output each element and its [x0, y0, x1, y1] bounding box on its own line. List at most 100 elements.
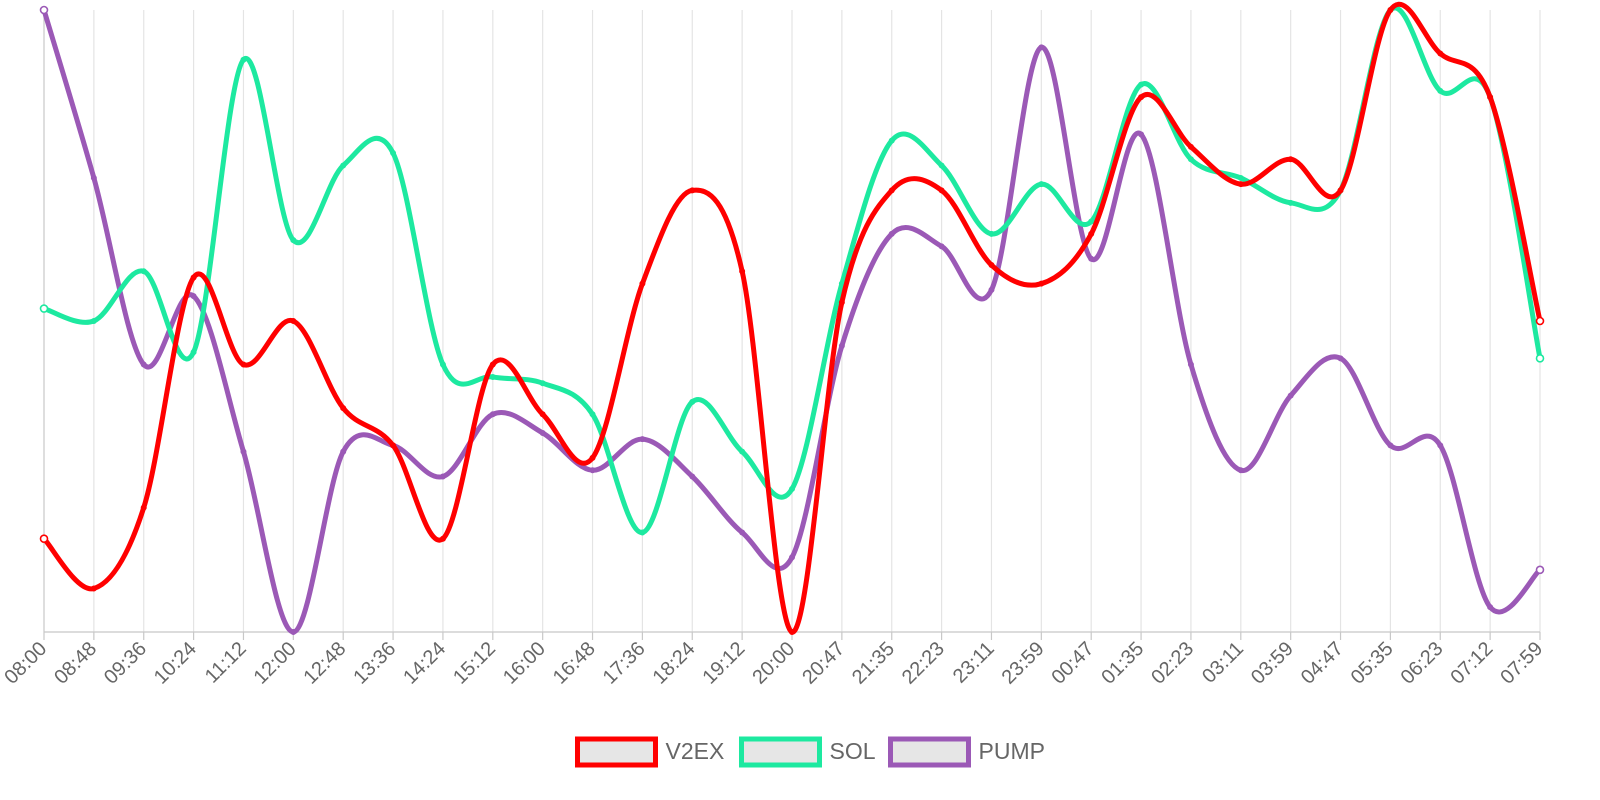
- data-point[interactable]: [39, 304, 49, 313]
- x-tick-label: 19:12: [698, 638, 749, 689]
- data-point[interactable]: [290, 237, 297, 244]
- data-point[interactable]: [439, 361, 446, 368]
- data-point[interactable]: [988, 230, 995, 237]
- data-point[interactable]: [539, 429, 546, 436]
- data-point[interactable]: [90, 585, 97, 592]
- data-point[interactable]: [1088, 255, 1095, 262]
- data-point[interactable]: [938, 162, 945, 169]
- data-point[interactable]: [1387, 442, 1394, 449]
- legend-item-pump[interactable]: PUMP: [888, 736, 1045, 768]
- data-point[interactable]: [290, 628, 297, 635]
- data-point[interactable]: [1138, 94, 1145, 101]
- data-point[interactable]: [1387, 7, 1394, 14]
- data-point[interactable]: [639, 529, 646, 536]
- x-tick-label: 16:48: [549, 638, 600, 689]
- data-point[interactable]: [489, 361, 496, 368]
- data-point[interactable]: [240, 448, 247, 455]
- data-point[interactable]: [1237, 181, 1244, 188]
- data-point[interactable]: [90, 174, 97, 181]
- legend-item-sol[interactable]: SOL: [739, 736, 876, 768]
- data-point[interactable]: [888, 230, 895, 237]
- data-point[interactable]: [1138, 131, 1145, 138]
- data-point[interactable]: [1437, 442, 1444, 449]
- data-point[interactable]: [739, 268, 746, 275]
- data-point[interactable]: [190, 349, 197, 356]
- data-point[interactable]: [1287, 199, 1294, 206]
- x-tick-label: 17:36: [599, 638, 650, 689]
- data-point[interactable]: [639, 436, 646, 443]
- data-point[interactable]: [788, 554, 795, 561]
- data-point[interactable]: [739, 448, 746, 455]
- data-point[interactable]: [1287, 392, 1294, 399]
- data-point[interactable]: [340, 405, 347, 412]
- data-point[interactable]: [838, 342, 845, 349]
- data-point[interactable]: [689, 473, 696, 480]
- data-point[interactable]: [1187, 361, 1194, 368]
- data-point[interactable]: [1487, 604, 1494, 611]
- data-point[interactable]: [988, 262, 995, 269]
- data-point[interactable]: [190, 274, 197, 281]
- data-point[interactable]: [938, 187, 945, 194]
- data-point[interactable]: [489, 373, 496, 380]
- data-point[interactable]: [240, 56, 247, 63]
- data-point[interactable]: [1038, 44, 1045, 51]
- data-point[interactable]: [39, 5, 49, 15]
- x-tick-label: 01:35: [1097, 638, 1148, 689]
- data-point[interactable]: [1038, 181, 1045, 188]
- data-point[interactable]: [1237, 174, 1244, 181]
- data-point[interactable]: [290, 317, 297, 324]
- data-point[interactable]: [439, 535, 446, 542]
- data-point[interactable]: [589, 411, 596, 418]
- data-point[interactable]: [1437, 50, 1444, 57]
- data-point[interactable]: [140, 268, 147, 275]
- data-point[interactable]: [390, 150, 397, 157]
- data-point[interactable]: [589, 454, 596, 461]
- data-point[interactable]: [838, 299, 845, 306]
- data-point[interactable]: [788, 628, 795, 635]
- data-point[interactable]: [140, 504, 147, 511]
- data-point[interactable]: [739, 529, 746, 536]
- data-point[interactable]: [539, 411, 546, 418]
- data-point[interactable]: [240, 361, 247, 368]
- data-point[interactable]: [988, 286, 995, 293]
- data-point[interactable]: [39, 534, 49, 544]
- data-point[interactable]: [1138, 81, 1145, 88]
- data-point[interactable]: [140, 361, 147, 368]
- data-point[interactable]: [1487, 94, 1494, 101]
- data-point[interactable]: [1287, 156, 1294, 163]
- data-point[interactable]: [1187, 143, 1194, 150]
- data-point[interactable]: [190, 293, 197, 300]
- legend[interactable]: V2EX SOL PUMP: [575, 736, 1045, 768]
- legend-swatch: [739, 736, 822, 768]
- data-point[interactable]: [340, 162, 347, 169]
- data-point[interactable]: [689, 398, 696, 405]
- data-point[interactable]: [938, 243, 945, 250]
- data-point[interactable]: [340, 448, 347, 455]
- x-tick-label: 04:47: [1297, 638, 1348, 689]
- data-point[interactable]: [1088, 218, 1095, 225]
- data-point[interactable]: [1187, 156, 1194, 163]
- data-point[interactable]: [1535, 354, 1545, 363]
- data-point[interactable]: [489, 411, 496, 418]
- data-point[interactable]: [888, 137, 895, 144]
- data-point[interactable]: [1337, 355, 1344, 362]
- data-point[interactable]: [788, 485, 795, 492]
- data-point[interactable]: [439, 473, 446, 480]
- data-point[interactable]: [90, 317, 97, 324]
- data-point[interactable]: [639, 280, 646, 287]
- legend-item-v2ex[interactable]: V2EX: [575, 736, 725, 768]
- data-point[interactable]: [1535, 316, 1545, 326]
- data-point[interactable]: [1237, 467, 1244, 474]
- data-point[interactable]: [1038, 280, 1045, 287]
- data-point[interactable]: [1337, 187, 1344, 194]
- data-point[interactable]: [1437, 87, 1444, 94]
- x-tick-label: 12:00: [250, 638, 301, 689]
- data-point[interactable]: [1088, 230, 1095, 237]
- data-point[interactable]: [1535, 565, 1545, 575]
- data-point[interactable]: [539, 380, 546, 387]
- data-point[interactable]: [589, 467, 596, 474]
- data-point[interactable]: [888, 187, 895, 194]
- data-point[interactable]: [689, 187, 696, 194]
- data-point[interactable]: [390, 442, 397, 449]
